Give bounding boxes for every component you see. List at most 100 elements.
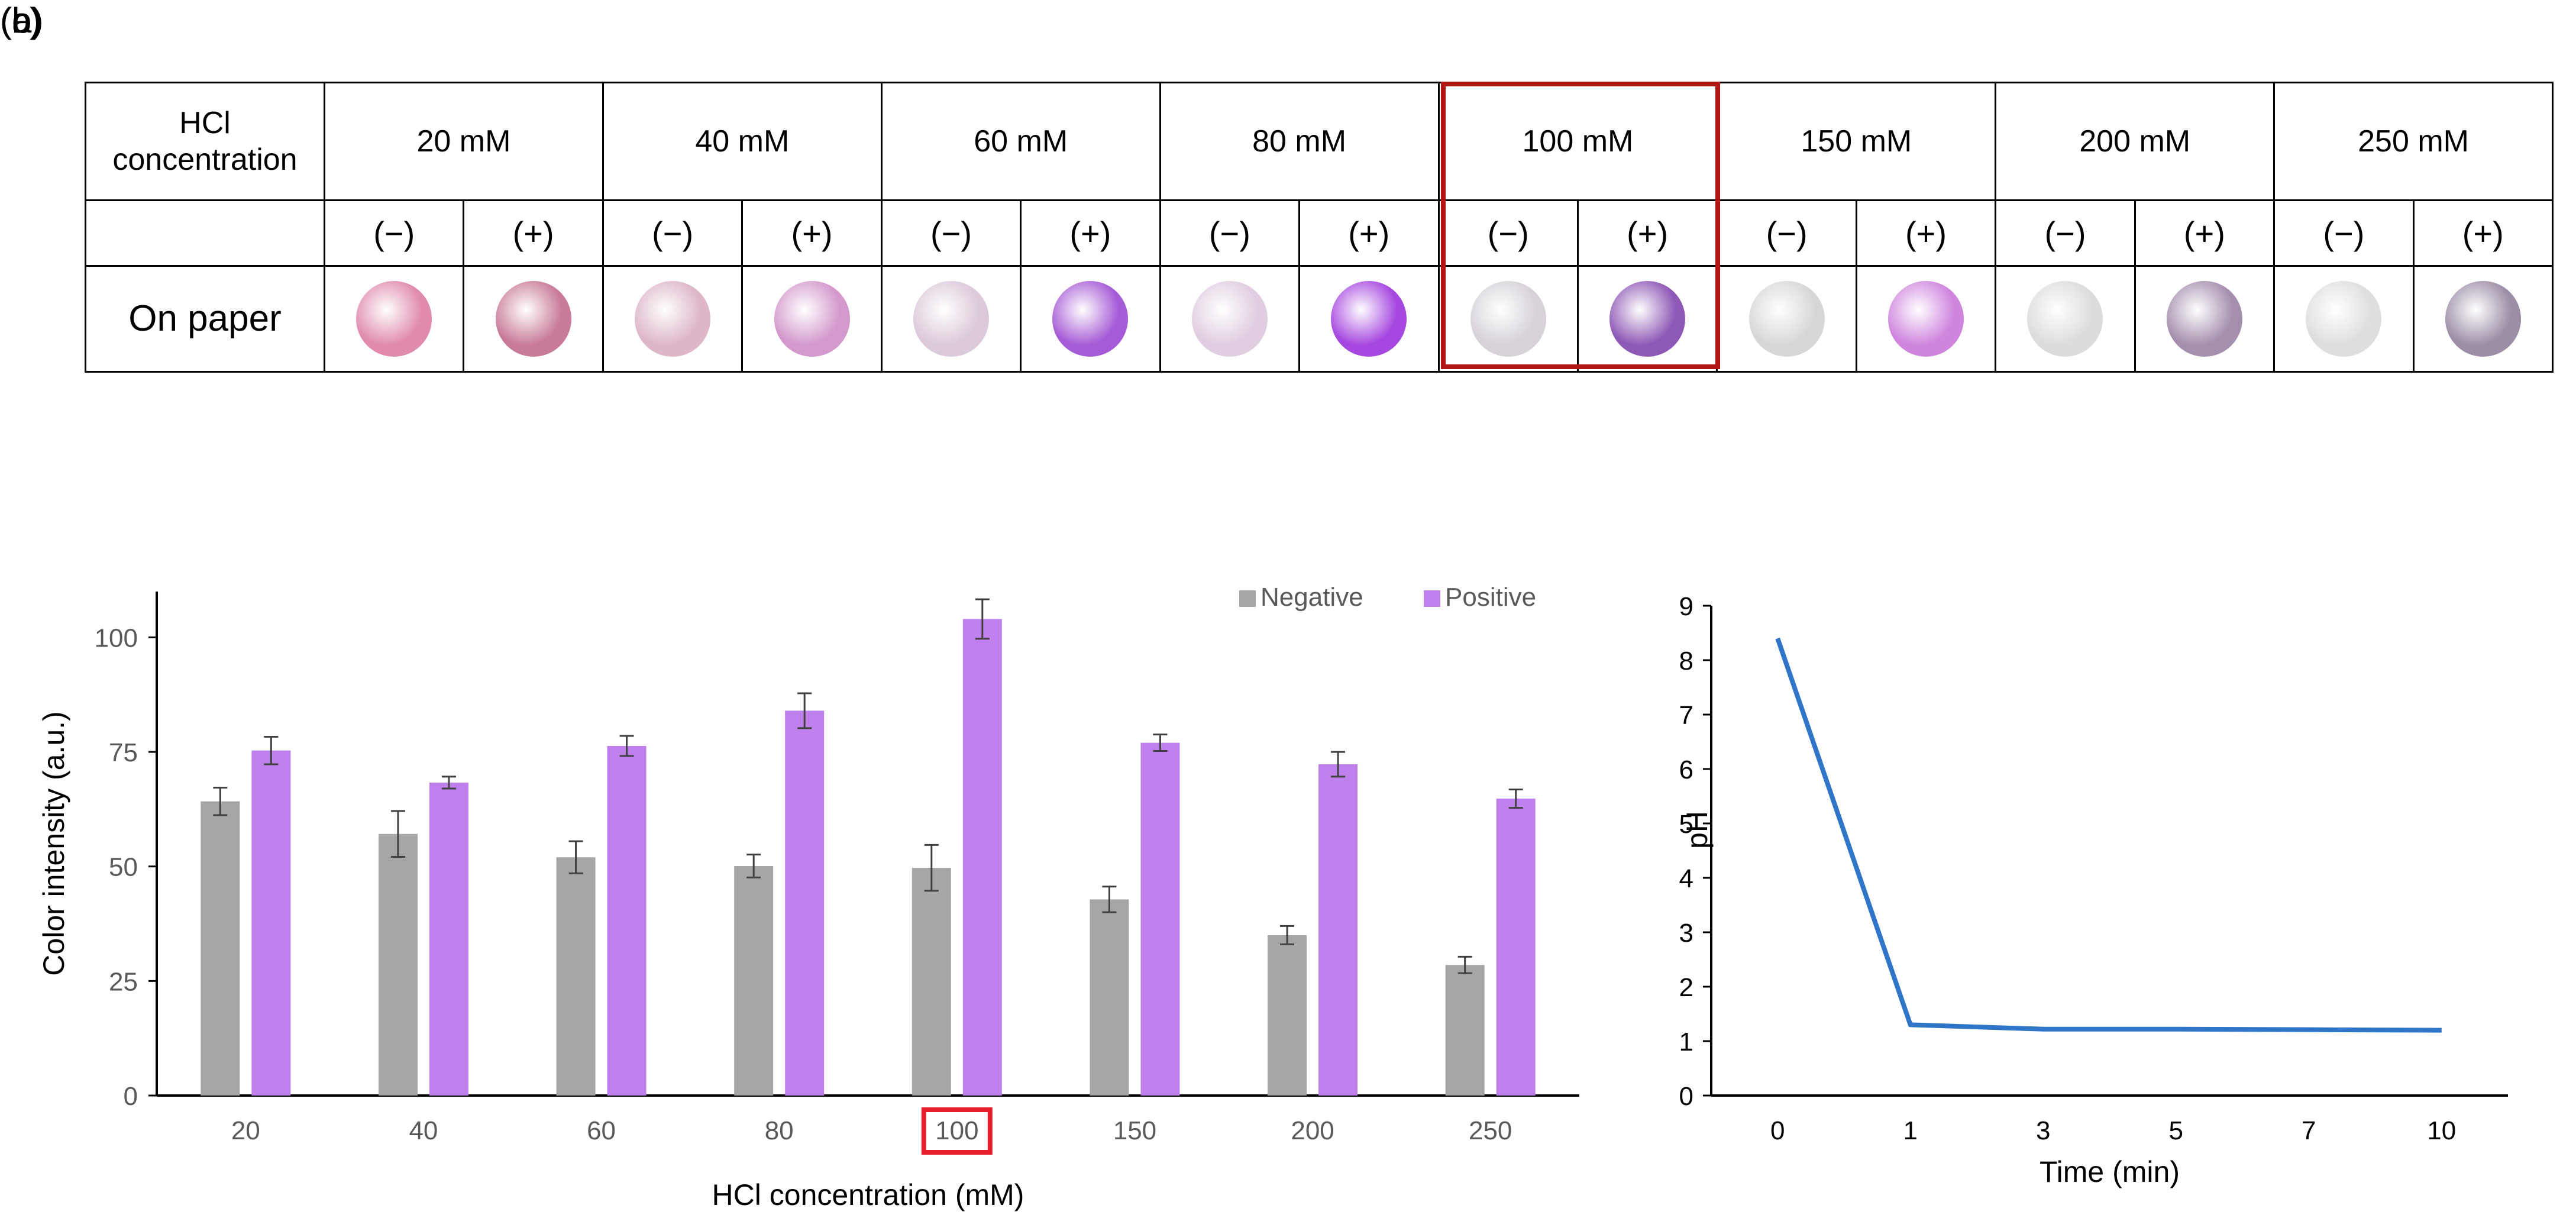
panel-label-a: (a) — [0, 1, 44, 40]
line-x-tick-label: 7 — [2302, 1116, 2316, 1145]
sign-negative: (−) — [880, 199, 1022, 267]
legend-swatch-negative — [1239, 590, 1256, 607]
bar-positive — [962, 619, 1002, 1096]
sign-positive: (+) — [2412, 199, 2554, 267]
concentration-header: 20 mM — [324, 82, 604, 201]
sign-negative: (−) — [602, 199, 744, 267]
row-header-paper: On paper — [85, 265, 325, 373]
bar-positive — [251, 750, 291, 1096]
paper-spot-positive — [1052, 281, 1129, 357]
hcl-concentration-table: HCl concentration 20 mM 40 mM 60 mM 80 mM 10… — [85, 82, 2554, 373]
bar-positive — [429, 782, 468, 1096]
line-y-tick-label: 9 — [1679, 592, 1693, 621]
sign-negative: (−) — [1995, 199, 2136, 267]
paper-spot-positive — [1888, 281, 1964, 357]
bar-positive — [607, 746, 647, 1096]
bar-x-tick-label: 80 — [765, 1116, 794, 1145]
concentration-header: 250 mM — [2273, 82, 2554, 201]
paper-cell-positive — [2412, 265, 2554, 373]
highlight-box-100 — [921, 1107, 993, 1155]
paper-spot-positive — [1331, 281, 1407, 357]
concentration-header: 60 mM — [880, 82, 1161, 201]
concentration-header: 150 mM — [1716, 82, 1997, 201]
line-y-tick-label: 6 — [1679, 755, 1693, 784]
line-y-tick-label: 1 — [1679, 1028, 1693, 1056]
line-y-tick-label: 4 — [1679, 864, 1693, 893]
paper-spot-negative — [1748, 281, 1825, 357]
line-x-tick-label: 3 — [2036, 1116, 2050, 1145]
bar-y-tick-label: 0 — [124, 1082, 138, 1111]
bar-positive — [785, 710, 825, 1096]
paper-spot-negative — [2306, 281, 2382, 357]
row-header-concentration: HCl concentration — [85, 82, 325, 201]
bar-x-tick-label: 20 — [231, 1116, 260, 1145]
bar-negative — [1445, 965, 1485, 1096]
bar-y-tick-label: 75 — [109, 738, 138, 767]
line-y-tick-label: 3 — [1679, 919, 1693, 948]
bar-negative — [734, 865, 774, 1096]
line-x-tick-label: 0 — [1770, 1116, 1785, 1145]
paper-spot-negative — [635, 281, 711, 357]
bar-x-tick-label: 200 — [1291, 1116, 1334, 1145]
paper-cell-negative — [880, 265, 1022, 373]
bar-x-tick-label: 150 — [1113, 1116, 1156, 1145]
paper-spot-positive — [1609, 281, 1686, 357]
bar-x-tick-label: 60 — [587, 1116, 616, 1145]
paper-cell-positive — [2134, 265, 2276, 373]
line-x-tick-label: 5 — [2169, 1116, 2183, 1145]
panel-label-b: (b) — [0, 1, 44, 40]
paper-spot-negative — [1191, 281, 1268, 357]
bar-y-tick-label: 100 — [95, 623, 138, 652]
sign-negative: (−) — [2273, 199, 2415, 267]
sign-negative: (−) — [1159, 199, 1301, 267]
paper-cell-positive — [1020, 265, 1161, 373]
paper-spot-negative — [356, 281, 432, 357]
sign-positive: (+) — [1855, 199, 1997, 267]
bar-y-axis-label: Color intensity (a.u.) — [37, 711, 70, 975]
line-x-tick-label: 10 — [2427, 1116, 2456, 1145]
paper-cell-positive — [463, 265, 604, 373]
sign-positive: (+) — [463, 199, 604, 267]
bar-negative — [912, 868, 951, 1096]
bar-negative — [378, 833, 418, 1096]
bar-positive — [1318, 764, 1358, 1096]
paper-cell-negative — [1437, 265, 1579, 373]
paper-spot-negative — [913, 281, 989, 357]
sign-negative: (−) — [1437, 199, 1579, 267]
sign-negative: (−) — [323, 199, 465, 267]
sign-positive: (+) — [2134, 199, 2276, 267]
paper-cell-negative — [1159, 265, 1301, 373]
paper-spot-positive — [774, 281, 850, 357]
paper-cell-negative — [1716, 265, 1857, 373]
paper-cell-positive — [1855, 265, 1997, 373]
sign-positive: (+) — [1576, 199, 1718, 267]
paper-cell-positive — [741, 265, 883, 373]
bar-negative — [1268, 935, 1307, 1096]
sign-positive: (+) — [1298, 199, 1440, 267]
line-y-axis-label: pH — [1680, 811, 1714, 849]
line-y-tick-label: 5 — [1679, 810, 1693, 839]
bar-x-tick-label: 250 — [1469, 1116, 1512, 1145]
paper-cell-negative — [2273, 265, 2415, 373]
bar-y-tick-label: 50 — [109, 853, 138, 882]
line-x-axis-label: Time (min) — [2040, 1155, 2180, 1188]
bar-positive — [1140, 742, 1180, 1096]
paper-spot-negative — [1470, 281, 1546, 357]
concentration-header: 100 mM — [1437, 82, 1718, 201]
bar-negative — [556, 857, 596, 1096]
paper-cell-positive — [1298, 265, 1440, 373]
bar-negative — [1090, 899, 1129, 1096]
concentration-header: 80 mM — [1159, 82, 1440, 201]
line-y-tick-label: 0 — [1679, 1082, 1693, 1111]
bar-negative — [201, 801, 240, 1096]
paper-cell-negative — [1995, 265, 2136, 373]
concentration-header: 40 mM — [602, 82, 883, 201]
concentration-header: 200 mM — [1995, 82, 2276, 201]
bar-positive — [1496, 799, 1536, 1096]
line-y-tick-label: 8 — [1679, 647, 1693, 676]
sign-positive: (+) — [1020, 199, 1161, 267]
bar-x-tick-label: 40 — [409, 1116, 438, 1145]
line-y-tick-label: 2 — [1679, 973, 1693, 1002]
line-y-tick-label: 7 — [1679, 701, 1693, 730]
